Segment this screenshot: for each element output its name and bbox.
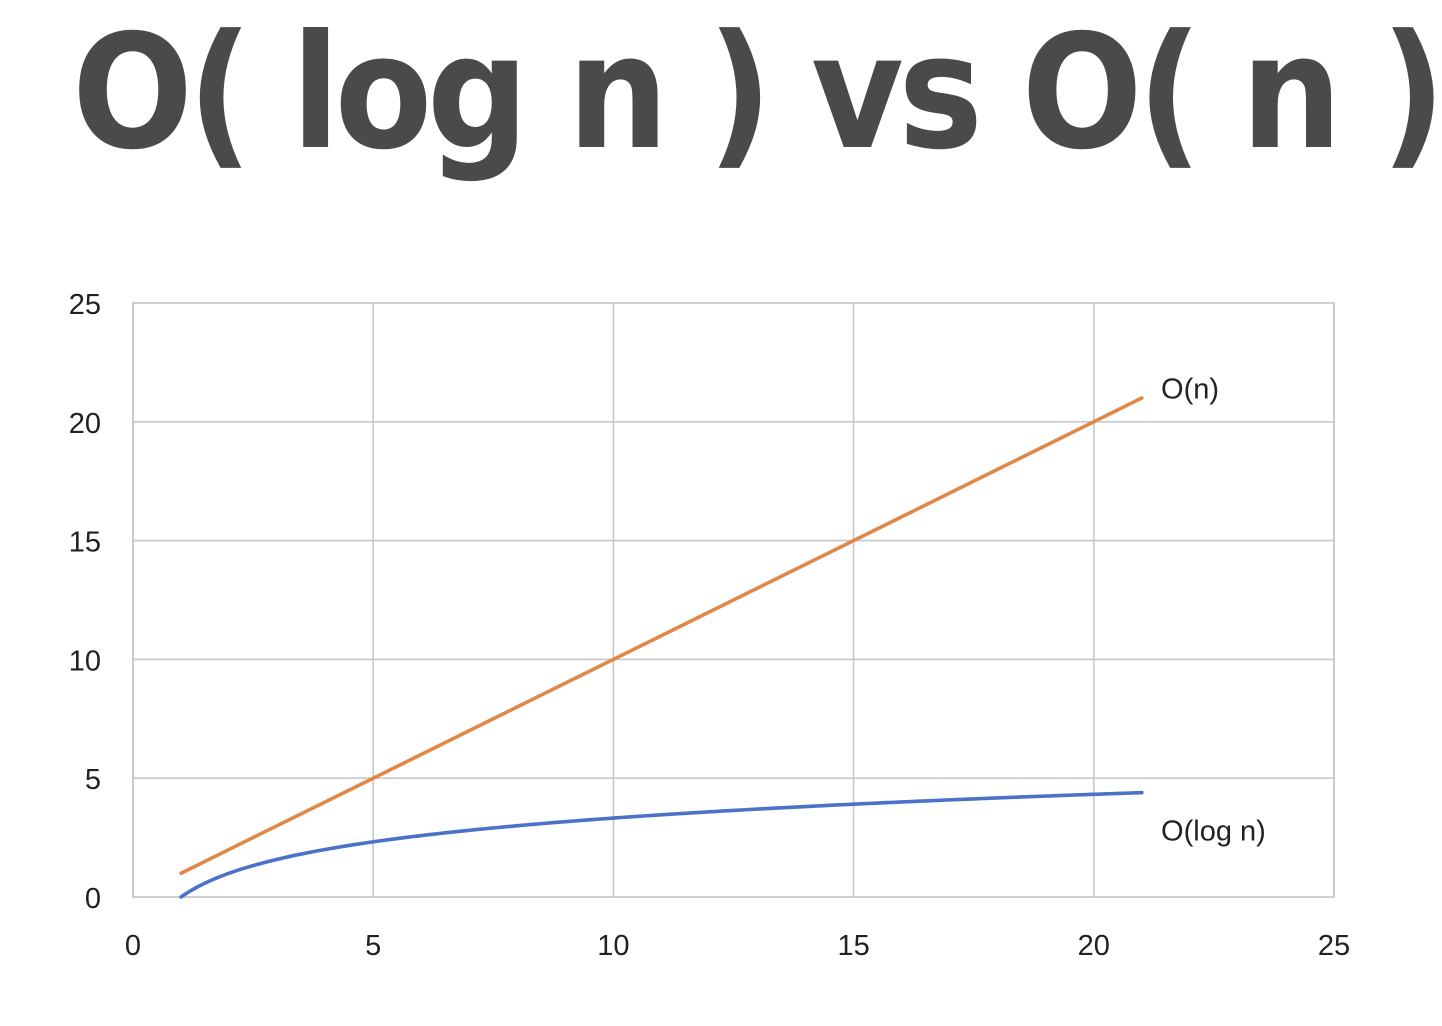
y-tick-label: 15 bbox=[69, 527, 101, 559]
log-series-annotation: O(log n) bbox=[1161, 815, 1266, 847]
x-tick-label: 25 bbox=[1318, 930, 1350, 962]
y-axis-ticks: 0 5 10 15 20 25 bbox=[69, 289, 101, 915]
plot-area-border bbox=[132, 302, 1335, 898]
x-tick-label: 5 bbox=[365, 930, 381, 962]
x-tick-label: 15 bbox=[837, 930, 869, 962]
linear-series-annotation: O(n) bbox=[1161, 374, 1219, 406]
x-tick-label: 0 bbox=[125, 930, 141, 962]
x-tick-label: 20 bbox=[1078, 930, 1110, 962]
y-tick-label: 25 bbox=[69, 289, 101, 321]
x-axis-ticks: 0 5 10 15 20 25 bbox=[125, 930, 1350, 962]
linear-series-line bbox=[179, 396, 1144, 876]
log-series-line bbox=[179, 790, 1144, 899]
y-tick-label: 0 bbox=[85, 883, 101, 915]
chart-annotations: O(n) O(log n) bbox=[1161, 374, 1266, 848]
x-tick-label: 10 bbox=[597, 930, 629, 962]
y-tick-label: 5 bbox=[85, 764, 101, 796]
y-tick-label: 20 bbox=[69, 408, 101, 440]
y-tick-label: 10 bbox=[69, 645, 101, 677]
chart-grid bbox=[132, 302, 1335, 898]
headline-title: O( log n ) vs O( n ) bbox=[72, 1, 1442, 185]
chart-series bbox=[179, 396, 1144, 899]
